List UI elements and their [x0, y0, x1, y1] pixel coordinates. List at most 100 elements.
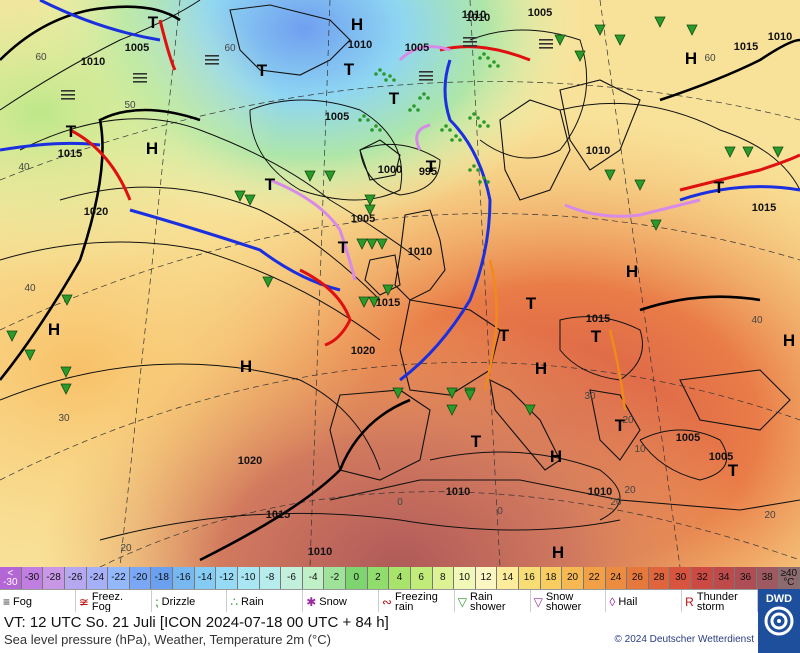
scale-cell: 26: [627, 567, 649, 589]
rain-icon: [422, 92, 426, 96]
temperature-isoline-label: 20: [764, 510, 776, 521]
rain-shower-icon: [654, 16, 666, 28]
fog-icon: [463, 37, 477, 39]
temperature-color-scale: < -30 -30 -28 -26 -24 -22 -20 -18 -16 -14 -12 -10 -8-…: [0, 567, 800, 589]
isobar-label: 995: [419, 166, 437, 178]
scale-cell: 0: [346, 567, 368, 589]
rain-icon: [448, 128, 452, 132]
scale-cell: 22: [583, 567, 606, 589]
legend-label: Drizzle: [161, 595, 196, 608]
legend-label: Rain: [241, 595, 264, 608]
low-pressure-center: T: [148, 13, 159, 32]
isobar-label: 1015: [734, 41, 758, 53]
rain-shower-icon: [60, 383, 72, 395]
isobar-label: 1005: [676, 432, 700, 444]
isobar-label: 1015: [266, 509, 290, 521]
temperature-isoline-label: 0: [497, 506, 503, 517]
high-pressure-center: H: [240, 357, 252, 376]
scale-cell: 16: [519, 567, 541, 589]
rain-shower-icon: [376, 238, 388, 250]
scale-cell: 28: [648, 567, 671, 589]
fog-icon: [419, 75, 433, 77]
rain-shower-icon: [574, 50, 586, 62]
rain-shower-icon: [772, 146, 784, 158]
freezing-rain-icon: ∾: [381, 594, 393, 609]
rain-icon: [374, 72, 378, 76]
rain-shower-icon: [24, 349, 36, 361]
rain-icon: [362, 114, 366, 118]
rain-shower-icon: [6, 330, 18, 342]
rain-icon: [478, 56, 482, 60]
rain-icon: [378, 128, 382, 132]
rain-icon: [476, 168, 480, 172]
fog-icon: [419, 79, 433, 81]
rain-icon: [426, 96, 430, 100]
high-pressure-center: H: [783, 331, 795, 350]
map-canvas: 1010 1005 1010 1005 1015 1010 1015 1010 1005 1015…: [0, 0, 800, 567]
fog-icon: [133, 73, 147, 75]
fog-icon: [463, 41, 477, 43]
rain-shower-icon: [262, 276, 274, 288]
rain-icon: [384, 78, 388, 82]
isobar-label: 1000: [378, 164, 402, 176]
isobar-label: 1010: [768, 31, 792, 43]
high-pressure-center: H: [351, 15, 363, 34]
rain-icon: [454, 134, 458, 138]
legend-label: Thunder storm: [696, 590, 738, 613]
temperature-isoline-label: 20: [622, 415, 634, 426]
isobar-label: 1005: [125, 42, 149, 54]
fog-icon: [133, 81, 147, 83]
high-pressure-center: H: [550, 447, 562, 466]
rain-shower-icon: [594, 24, 606, 36]
scale-cell: 18: [540, 567, 563, 589]
legend-item: ▽ Snow shower: [531, 590, 607, 613]
rain-shower-icon: [364, 204, 376, 216]
isobar-label: 1010: [466, 12, 490, 24]
rain-shower-icon: [524, 404, 536, 416]
legend-label: Hail: [618, 595, 638, 608]
rain-icon: [478, 124, 482, 128]
rain-icon: [374, 124, 378, 128]
high-pressure-center: H: [626, 262, 638, 281]
weather-symbol-legend: ≡ Fog ≆ Freez. Fog ⁏ Drizzle ∴ Rain ✱ Snow ∾ Freezi…: [0, 589, 758, 614]
chart-description: Sea level pressure (hPa), Weather, Tempe…: [4, 632, 331, 647]
scale-cell: < -30: [0, 567, 22, 589]
rain-icon: [358, 118, 362, 122]
freezing-fog-icon: ≆: [78, 594, 89, 609]
legend-label: Rain shower: [470, 590, 506, 613]
thunderstorm-icon: R: [685, 594, 694, 609]
low-pressure-center: T: [591, 327, 602, 346]
temperature-isoline-label: 60: [704, 53, 716, 64]
rain-shower-icon: [650, 219, 662, 231]
scale-cell: 12: [475, 567, 498, 589]
isobar-label: 1010: [446, 486, 470, 498]
rain-shower-icon: [364, 194, 376, 206]
valid-time-label: VT: 12 UTC So. 21 Juli [ICON 2024-07-18 …: [4, 614, 389, 631]
low-pressure-center: T: [714, 178, 725, 197]
high-pressure-center: H: [685, 49, 697, 68]
low-pressure-center: T: [389, 89, 400, 108]
scale-cell: 4: [389, 567, 411, 589]
scale-cell: -26: [64, 567, 87, 589]
rain-shower-icon: [60, 366, 72, 378]
scale-cell: -16: [173, 567, 195, 589]
scale-cell: -20: [129, 567, 152, 589]
hail-icon: ◊: [609, 594, 616, 609]
fog-icon: [205, 59, 219, 61]
low-pressure-center: T: [265, 175, 276, 194]
legend-item: ◊ Hail: [606, 590, 683, 613]
chart-info-panel: VT: 12 UTC So. 21 Juli [ICON 2024-07-18 …: [0, 612, 758, 653]
low-pressure-center: T: [344, 60, 355, 79]
rain-icon: [478, 180, 482, 184]
fog-icon: [205, 63, 219, 65]
rain-icon: [370, 128, 374, 132]
legend-item: ≡ Fog: [0, 590, 76, 613]
low-pressure-center: T: [66, 122, 77, 141]
isobar-label: 1005: [528, 7, 552, 19]
fog-icon: [61, 94, 75, 96]
isobar-label: 1010: [586, 145, 610, 157]
scale-cell: 30: [670, 567, 692, 589]
high-pressure-center: H: [146, 139, 158, 158]
scale-cell: ≥40 °C: [778, 567, 800, 589]
